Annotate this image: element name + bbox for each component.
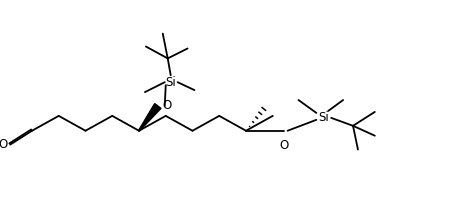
Text: Si: Si (165, 76, 176, 89)
Text: O: O (163, 99, 172, 112)
Polygon shape (139, 104, 161, 131)
Text: O: O (0, 138, 8, 151)
Text: O: O (279, 139, 288, 152)
Text: Si: Si (318, 111, 329, 124)
